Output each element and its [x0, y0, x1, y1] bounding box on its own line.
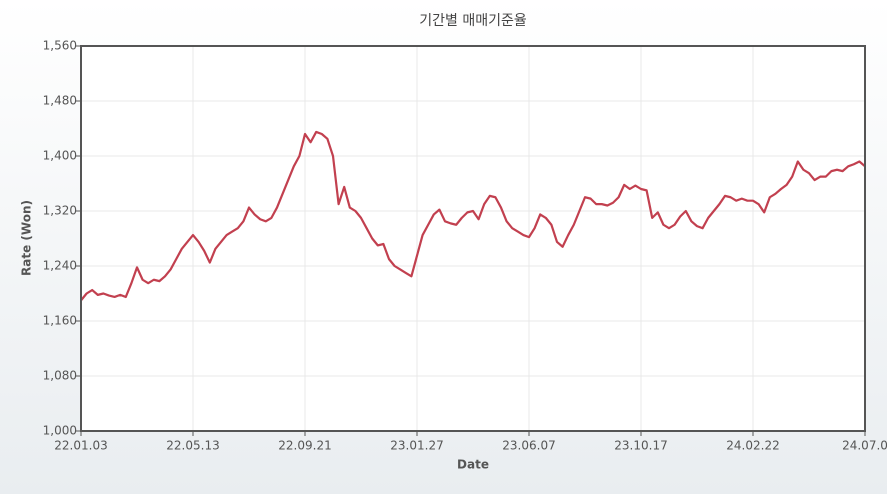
x-tick-label: 22.05.13	[166, 439, 219, 453]
x-tick-label: 24.07.0	[842, 439, 887, 453]
y-tick-label: 1,000	[43, 424, 77, 438]
x-tick-label: 23.10.17	[614, 439, 667, 453]
x-tick-label: 22.01.03	[54, 439, 107, 453]
y-tick-label: 1,480	[43, 94, 77, 108]
marks	[80, 130, 866, 302]
x-tick-label: 23.01.27	[390, 439, 443, 453]
x-tick-label: 22.09.21	[278, 439, 331, 453]
line-series	[80, 130, 866, 302]
x-tick-label: 24.02.22	[726, 439, 779, 453]
chart-title: 기간별 매매기준율	[419, 13, 527, 29]
y-tick-label: 1,560	[43, 39, 77, 53]
y-tick-label: 1,080	[43, 369, 77, 383]
y-tick-label: 1,240	[43, 259, 77, 273]
y-tick-label: 1,160	[43, 314, 77, 328]
y-tick-label: 1,320	[43, 204, 77, 218]
y-tick-label: 1,400	[43, 149, 77, 163]
x-axis-title: Date	[457, 458, 489, 472]
plot-border	[80, 45, 866, 432]
plot-area	[81, 46, 865, 431]
y-axis-title: Rate (Won)	[20, 200, 34, 276]
labels: 1,000 1,080 1,160 1,240 1,320 1,400 1,480 1,560…	[43, 39, 887, 453]
x-tick-label: 23.06.07	[502, 439, 555, 453]
